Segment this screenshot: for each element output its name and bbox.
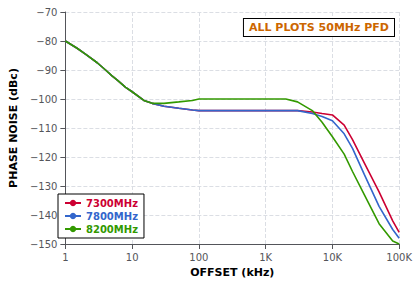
svg-text:−80: −80 bbox=[36, 36, 57, 47]
svg-text:100: 100 bbox=[189, 252, 208, 263]
svg-text:1K: 1K bbox=[259, 252, 272, 263]
svg-text:−110: −110 bbox=[30, 123, 57, 134]
svg-text:−90: −90 bbox=[36, 65, 57, 76]
svg-text:−150: −150 bbox=[30, 239, 57, 250]
svg-text:7300MHz: 7300MHz bbox=[86, 198, 138, 209]
svg-text:1: 1 bbox=[62, 252, 68, 263]
svg-text:−120: −120 bbox=[30, 152, 57, 163]
svg-text:8200MHz: 8200MHz bbox=[86, 224, 138, 235]
svg-text:−70: −70 bbox=[36, 7, 57, 18]
svg-text:OFFSET (kHz): OFFSET (kHz) bbox=[190, 266, 274, 279]
svg-text:−130: −130 bbox=[30, 181, 57, 192]
svg-text:100K: 100K bbox=[386, 252, 412, 263]
svg-text:ALL PLOTS 50MHz PFD: ALL PLOTS 50MHz PFD bbox=[249, 21, 389, 34]
svg-text:10: 10 bbox=[126, 252, 139, 263]
svg-text:PHASE NOISE (dBc): PHASE NOISE (dBc) bbox=[7, 68, 20, 188]
svg-text:−140: −140 bbox=[30, 210, 57, 221]
svg-text:−100: −100 bbox=[30, 94, 57, 105]
svg-text:10K: 10K bbox=[323, 252, 343, 263]
svg-text:7800MHz: 7800MHz bbox=[86, 211, 138, 222]
